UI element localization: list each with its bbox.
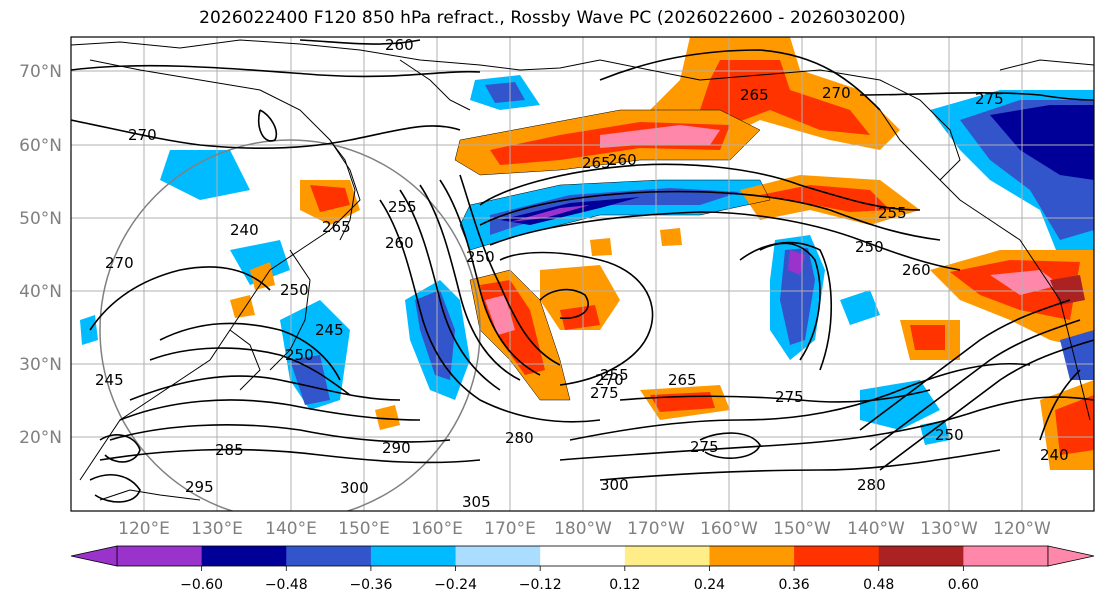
contour-lines: [71, 39, 1094, 503]
contour-label: 260: [608, 151, 637, 169]
colorbar-tick-label: −0.12: [519, 577, 562, 593]
contour-label: 270: [105, 254, 134, 272]
lon-tick-label: 130°E: [191, 519, 243, 539]
colorbar-tick-label: 0.12: [609, 577, 640, 593]
lat-tick-label: 30°N: [19, 355, 62, 375]
contour-label: 285: [215, 441, 244, 459]
figure-title: 2026022400 F120 850 hPa refract., Rossby…: [199, 8, 906, 28]
contour-label: 250: [466, 248, 495, 266]
lon-tick-label: 160°W: [700, 519, 758, 539]
colorbar-tick-label: 0.48: [863, 577, 894, 593]
lon-axis: 120°E 130°E 140°E 150°E 160°E 170°E 180°…: [118, 519, 1051, 539]
plot-frame: [70, 36, 1095, 512]
lat-tick-label: 40°N: [19, 282, 62, 302]
contour-label: 290: [382, 439, 411, 457]
lon-tick-label: 170°W: [627, 519, 685, 539]
colorbar-segment: [370, 546, 457, 566]
contour-label: 240: [230, 221, 259, 239]
lon-tick-label: 160°E: [411, 519, 463, 539]
contour-label: 265: [740, 86, 769, 104]
contour-label: 270: [128, 126, 157, 144]
colorbar-segment: [878, 546, 964, 566]
lat-tick-label: 60°N: [19, 136, 62, 156]
lon-tick-label: 130°W: [920, 519, 978, 539]
lon-tick-label: 180°W: [554, 519, 612, 539]
colorbar-segment: [963, 546, 1049, 566]
contour-label: 270: [595, 371, 624, 389]
colorbar-tick-label: −0.36: [349, 577, 392, 593]
colorbar-segment: [540, 546, 626, 566]
contour-label: 265: [582, 154, 611, 172]
contour-label: 305: [462, 493, 491, 511]
contour-label: 260: [385, 234, 414, 252]
contour-label: 295: [185, 478, 214, 496]
colorbar-segment: [286, 546, 372, 566]
colorbar-tick-labels: −0.60 −0.48 −0.36 −0.24 −0.12 0.12 0.24 …: [180, 577, 979, 593]
contour-label: 275: [775, 388, 804, 406]
contour-label: 255: [878, 204, 907, 222]
colorbar-tick-label: −0.48: [265, 577, 308, 593]
lat-axis: 70°N 60°N 50°N 40°N 30°N 20°N: [19, 62, 62, 448]
contour-label: 280: [505, 429, 534, 447]
contour-label: 250: [855, 238, 884, 256]
contour-label: 245: [315, 321, 344, 339]
contour-label: 265: [668, 371, 697, 389]
colorbar-segment: [455, 546, 541, 566]
colorbar-tick-label: −0.24: [434, 577, 477, 593]
contour-label: 280: [857, 476, 886, 494]
lat-tick-label: 50°N: [19, 209, 62, 229]
colorbar-over-arrow: [1047, 545, 1095, 567]
contour-label-group: 260 265 270 275 270 265 260 255 250 260 …: [95, 36, 1069, 511]
lat-tick-label: 70°N: [19, 62, 62, 82]
contour-label: 250: [285, 346, 314, 364]
colorbar-under-arrow: [70, 545, 118, 567]
colorbar-tick-label: 0.60: [948, 577, 979, 593]
colorbar: −0.60 −0.48 −0.36 −0.24 −0.12 0.12 0.24 …: [70, 545, 1095, 593]
contour-label: 250: [935, 426, 964, 444]
lon-tick-label: 140°E: [265, 519, 317, 539]
contour-label: 250: [280, 281, 309, 299]
contour-label: 255: [600, 366, 629, 384]
lon-tick-label: 120°E: [118, 519, 170, 539]
colorbar-segment: [117, 546, 203, 566]
lon-tick-label: 170°E: [484, 519, 536, 539]
colorbar-segment: [709, 546, 795, 566]
contour-label: 300: [340, 479, 369, 497]
contour-label: 255: [388, 198, 417, 216]
contour-label: 300: [600, 476, 629, 494]
colorbar-tick-label: 0.36: [779, 577, 810, 593]
lon-tick-label: 120°W: [993, 519, 1051, 539]
colorbar-segments: [116, 545, 1049, 567]
contour-label: 260: [385, 36, 414, 54]
colorbar-ticks: [201, 566, 964, 571]
colorbar-tick-label: 0.24: [694, 577, 725, 593]
lon-tick-label: 150°E: [338, 519, 390, 539]
lon-tick-label: 140°W: [847, 519, 905, 539]
lon-tick-label: 150°W: [773, 519, 831, 539]
contour-label: 260: [902, 261, 931, 279]
colorbar-tick-label: −0.60: [180, 577, 223, 593]
contour-label: 265: [322, 218, 351, 236]
map-plot-area: 260 265 270 275 270 265 260 255 250 260 …: [71, 36, 1094, 511]
contour-label: 245: [95, 371, 124, 389]
contour-label: 275: [690, 438, 719, 456]
colorbar-segment: [624, 546, 710, 566]
contour-label: 275: [975, 90, 1004, 108]
contour-label: 240: [1040, 446, 1069, 464]
contour-label: 270: [822, 84, 851, 102]
contour-label: 275: [590, 384, 619, 402]
colorbar-segment: [794, 546, 880, 566]
highlight-circle: [99, 139, 481, 511]
colorbar-segment: [201, 546, 287, 566]
lat-tick-label: 20°N: [19, 428, 62, 448]
